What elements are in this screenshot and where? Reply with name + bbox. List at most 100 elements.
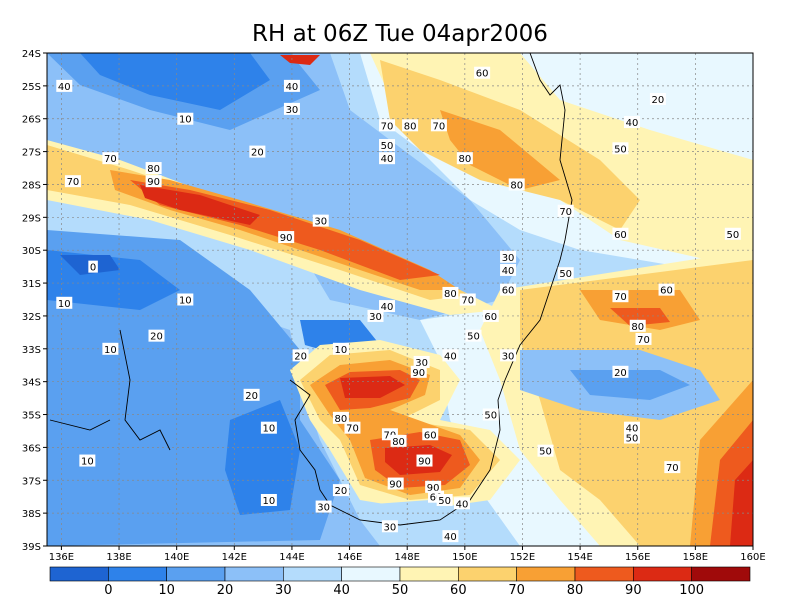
- contour-label: 20: [614, 368, 627, 379]
- contour-label: 20: [335, 486, 348, 497]
- contour-label-box: [315, 500, 332, 513]
- colorbar-label: 90: [625, 583, 642, 598]
- contour-label-box: [456, 152, 473, 165]
- contour-label: 20: [294, 351, 307, 362]
- contour-label: 60: [660, 286, 673, 297]
- colorbar-swatch: [224, 566, 284, 582]
- contour-label-box: [64, 175, 81, 188]
- contour-label-box: [177, 293, 194, 306]
- contour-label: 60: [484, 312, 497, 323]
- contour-label: 40: [626, 118, 639, 129]
- contour-label: 70: [637, 335, 650, 346]
- y-tick-label: 28S: [22, 180, 41, 191]
- colorbar-label: 10: [158, 583, 175, 598]
- y-tick-label: 32S: [22, 312, 41, 323]
- contour-label: 20: [245, 391, 258, 402]
- contour-label-box: [612, 365, 629, 378]
- contour-label-box: [623, 421, 640, 434]
- contour-label: 60: [502, 286, 515, 297]
- contour-label-box: [390, 434, 407, 447]
- chart-title: RH at 06Z Tue 04apr2006: [252, 21, 548, 47]
- contour-label: 80: [404, 121, 417, 132]
- contour-label-box: [436, 493, 453, 506]
- colorbar-label: 70: [508, 583, 525, 598]
- contour-label: 20: [652, 95, 665, 106]
- contour-label-box: [623, 431, 640, 444]
- colorbar-label: 40: [333, 583, 350, 598]
- x-tick-label: 136E: [49, 552, 74, 563]
- contour-label: 60: [424, 430, 437, 441]
- contour-label-box: [430, 119, 447, 132]
- colorbar-label: 100: [679, 583, 704, 598]
- contour-label: 40: [456, 499, 469, 510]
- contour-label: 90: [418, 457, 431, 468]
- contour-label-box: [465, 329, 482, 342]
- contour-label-box: [88, 260, 98, 273]
- band-10: [80, 53, 270, 110]
- band-30: [47, 53, 520, 320]
- contour-label-box: [425, 480, 442, 493]
- contour-label: 40: [381, 302, 394, 313]
- contour-label: 80: [392, 437, 405, 448]
- contour-label: 10: [335, 345, 348, 356]
- contour-label-box: [500, 263, 517, 276]
- contour-label-box: [416, 454, 433, 467]
- contour-label-box: [278, 231, 295, 244]
- contour-label: 40: [381, 154, 394, 165]
- contour-label-box: [379, 119, 396, 132]
- x-tick-label: 156E: [625, 552, 650, 563]
- contour-label-box: [500, 250, 517, 263]
- contour-label-box: [145, 162, 162, 175]
- contour-label: 10: [263, 496, 276, 507]
- contour-label: 10: [81, 457, 94, 468]
- contour-label: 40: [58, 82, 71, 93]
- x-tick-label: 142E: [222, 552, 247, 563]
- contour-label-box: [442, 349, 459, 362]
- y-tick-label: 27S: [22, 148, 41, 159]
- contour-label-box: [500, 349, 517, 362]
- contour-label: 50: [614, 144, 627, 155]
- band-100e: [280, 55, 320, 65]
- x-tick-label: 152E: [510, 552, 535, 563]
- contour-label: 90: [412, 368, 425, 379]
- contour-label: 60: [476, 69, 489, 80]
- contour-label: 80: [510, 180, 523, 191]
- contour-label-box: [381, 520, 398, 533]
- y-tick-label: 31S: [22, 279, 41, 290]
- contour-label: 50: [381, 141, 394, 152]
- contour-label-box: [612, 227, 629, 240]
- contour-label: 80: [458, 154, 471, 165]
- contour-label: 30: [384, 522, 397, 533]
- contour-label-box: [249, 145, 266, 158]
- contour-label-box: [612, 290, 629, 303]
- contour-label-box: [649, 93, 666, 106]
- contour-label-box: [283, 102, 300, 115]
- contour-label-box: [56, 296, 73, 309]
- contour-label: 10: [179, 115, 192, 126]
- contour-label: 50: [539, 447, 552, 458]
- band-100d: [140, 185, 260, 225]
- band-20c: [570, 370, 690, 400]
- contour-label-box: [260, 421, 277, 434]
- y-tick-label: 34S: [22, 378, 41, 389]
- contour-label: 80: [147, 164, 160, 175]
- x-tick-label: 148E: [395, 552, 420, 563]
- contour-label: 70: [433, 121, 446, 132]
- contour-label-box: [422, 428, 439, 441]
- contour-label: 70: [559, 207, 572, 218]
- colorbar-swatch: [574, 566, 634, 582]
- x-tick-label: 138E: [106, 552, 131, 563]
- contour-label: 70: [104, 154, 117, 165]
- y-axis-ticks: 24S 25S 26S 27S 28S 29S 30S 31S 32S 33S 34S 35S 36S 3…: [22, 49, 47, 553]
- contour-label: 70: [346, 424, 359, 435]
- contour-label-box: [612, 142, 629, 155]
- contour-label: 30: [369, 312, 382, 323]
- plot-area: [47, 53, 753, 546]
- colorbar-label: 50: [392, 583, 409, 598]
- contour-label: 30: [415, 358, 428, 369]
- contour-label: 50: [559, 269, 572, 280]
- contour-label: 40: [626, 424, 639, 435]
- contour-label: 50: [438, 496, 451, 507]
- contour-label-box: [629, 319, 646, 332]
